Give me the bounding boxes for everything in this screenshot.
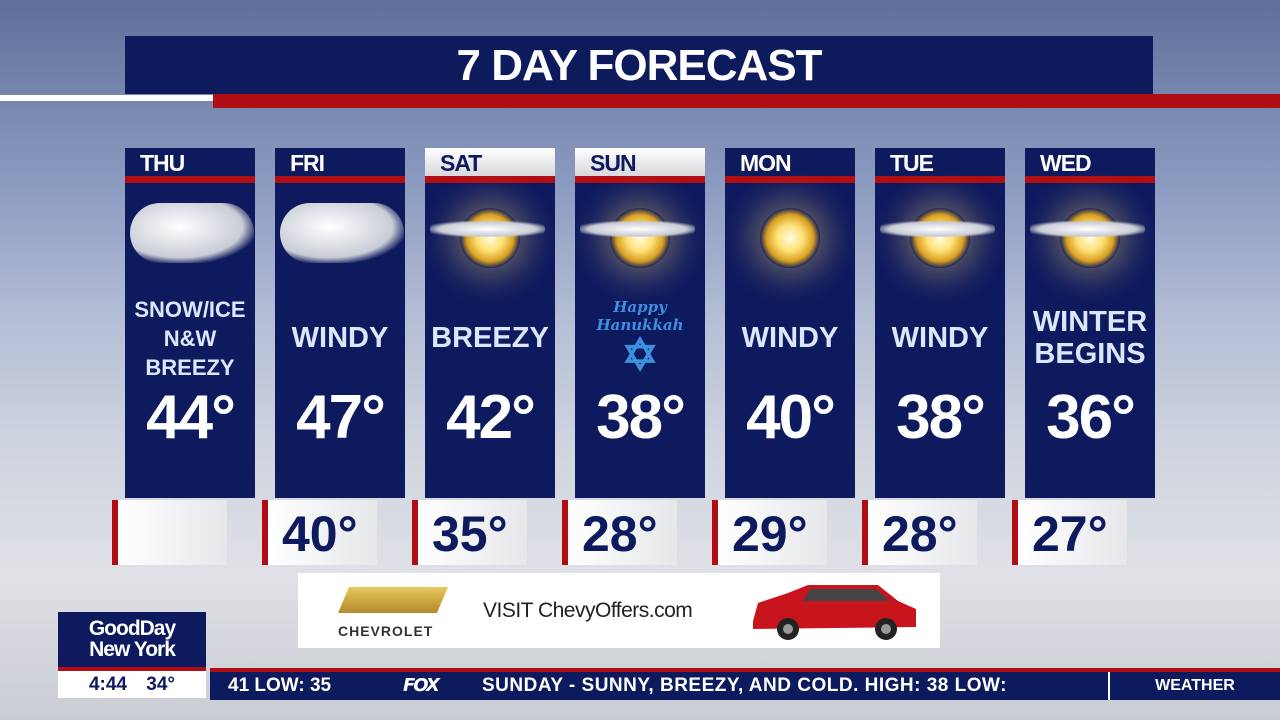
accent-line-white xyxy=(0,95,213,101)
weather-icon xyxy=(275,183,405,293)
current-temp: 34° xyxy=(146,674,176,695)
day-column-fri: FRI WINDY 47° xyxy=(275,148,405,498)
ticker-left-text: 41 LOW: 35 xyxy=(228,675,332,696)
logo-line1: GoodDay xyxy=(88,617,176,640)
ticker-text: SUNDAY - SUNNY, BREEZY, AND COLD. HIGH: … xyxy=(482,675,1007,696)
chevrolet-logo-icon xyxy=(338,587,448,613)
sun-icon xyxy=(460,208,520,268)
news-ticker: 41 LOW: 35 FOX SUNDAY - SUNNY, BREEZY, A… xyxy=(210,668,1280,700)
high-temp: 40° xyxy=(746,383,836,452)
weather-icon xyxy=(425,183,555,293)
cloud-icon xyxy=(1030,221,1145,237)
day-column-sun: SUN Happy Hanukkah ✡ 38° xyxy=(575,148,705,498)
low-temp: 40° xyxy=(262,500,377,565)
day-label: FRI xyxy=(290,150,325,176)
day-label: SAT xyxy=(425,148,555,176)
cloud-snow-icon xyxy=(130,203,254,263)
cloud-icon xyxy=(430,221,545,237)
cloud-icon xyxy=(880,221,995,237)
high-temp: 47° xyxy=(296,383,386,452)
condition-text: SNOW/ICE N&W BREEZY xyxy=(134,296,246,380)
condition-text: WINDY xyxy=(291,322,389,354)
page-title: 7 DAY FORECAST xyxy=(125,36,1153,94)
weather-icon xyxy=(125,183,255,293)
day-column-mon: MON WINDY 40° xyxy=(725,148,855,498)
day-label: WED xyxy=(1040,150,1092,176)
sun-icon xyxy=(910,208,970,268)
weather-icon xyxy=(875,183,1005,293)
cloud-icon xyxy=(580,221,695,237)
weather-icon xyxy=(1025,183,1155,293)
low-temp: 28° xyxy=(562,500,677,565)
weather-icon xyxy=(725,183,855,293)
ticker-section-label: WEATHER xyxy=(1108,672,1280,700)
high-temp: 38° xyxy=(596,383,686,452)
logo-line2: New York xyxy=(89,638,176,661)
sun-icon xyxy=(1060,208,1120,268)
clock-time: 4:44 xyxy=(88,674,127,695)
star-of-david-icon: ✡ xyxy=(621,331,659,380)
low-temp: 35° xyxy=(412,500,527,565)
low-temp: 27° xyxy=(1012,500,1127,565)
day-label: TUE xyxy=(890,150,934,176)
high-temp: 36° xyxy=(1046,383,1136,452)
high-temp: 42° xyxy=(446,383,536,452)
chevrolet-ad-banner[interactable]: CHEVROLET VISIT ChevyOffers.com xyxy=(298,573,940,648)
condition-text: BREEZY xyxy=(431,322,549,354)
accent-line-red xyxy=(213,94,1280,108)
high-temp: 38° xyxy=(896,383,986,452)
cloud-rain-icon xyxy=(280,203,404,263)
car-image-icon xyxy=(753,585,916,640)
sun-icon xyxy=(610,208,670,268)
day-column-wed: WED WINTER BEGINS 36° xyxy=(1025,148,1155,498)
day-column-sat: SAT BREEZY 42° xyxy=(425,148,555,498)
day-label: THU xyxy=(140,150,185,176)
condition-text: WINDY xyxy=(891,322,989,354)
high-temp: 44° xyxy=(146,383,236,452)
condition-text: WINDY xyxy=(741,322,839,354)
ad-brand: CHEVROLET xyxy=(338,623,434,639)
fox-logo: FOX xyxy=(403,675,440,696)
low-temp: 29° xyxy=(712,500,827,565)
sun-icon xyxy=(760,208,820,268)
hanukkah-note: Happy Hanukkah xyxy=(596,298,684,334)
low-temp xyxy=(112,500,227,565)
day-column-thu: THU SNOW/ICE N&W BREEZY 44° xyxy=(125,148,255,498)
day-label: MON xyxy=(740,150,792,176)
day-label: SUN xyxy=(575,148,705,176)
condition-text: WINTER BEGINS xyxy=(1032,306,1148,370)
weather-icon xyxy=(575,183,705,293)
ad-text: VISIT ChevyOffers.com xyxy=(483,599,693,622)
day-column-tue: TUE WINDY 38° xyxy=(875,148,1005,498)
good-day-new-york-logo: GoodDay New York 4:44 34° xyxy=(58,612,206,698)
low-temp: 28° xyxy=(862,500,977,565)
